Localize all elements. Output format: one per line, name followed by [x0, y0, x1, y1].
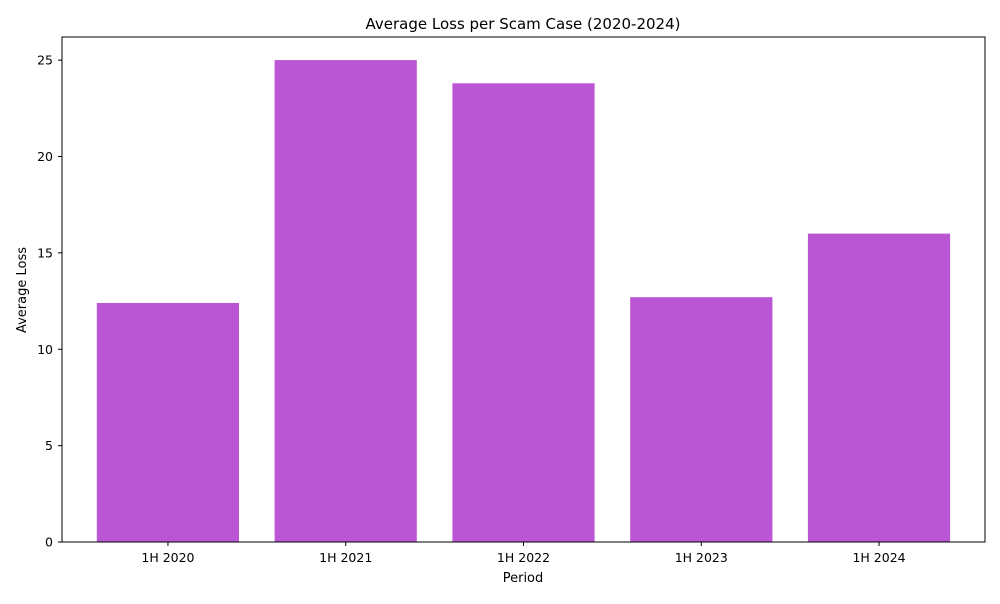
y-axis-label: Average Loss [15, 247, 30, 333]
bar [96, 303, 239, 542]
plot-area-frame [61, 36, 986, 543]
bar [630, 297, 773, 542]
y-tick-label: 0 [45, 535, 53, 550]
x-tick-label: 1H 2024 [852, 550, 905, 565]
x-axis-label: Period [503, 571, 544, 586]
x-axis-ticks: 1H 2020 1H 2021 1H 2022 1H 2023 1H 2024 [141, 542, 906, 565]
bars-group [96, 60, 951, 543]
x-tick-label: 1H 2022 [497, 550, 550, 565]
y-tick-label: 25 [37, 53, 53, 68]
y-axis-ticks: 0 5 10 15 20 25 [37, 53, 62, 550]
bar [452, 83, 595, 543]
y-tick-label: 10 [37, 342, 53, 357]
chart-title: Average Loss per Scam Case (2020-2024) [366, 15, 681, 33]
x-tick-label: 1H 2020 [141, 550, 194, 565]
x-tick-label: 1H 2021 [319, 550, 372, 565]
y-tick-label: 15 [37, 245, 53, 260]
bar [274, 60, 417, 542]
y-tick-label: 5 [45, 438, 53, 453]
y-tick-label: 20 [37, 149, 53, 164]
bar [807, 233, 951, 542]
x-tick-label: 1H 2023 [675, 550, 728, 565]
